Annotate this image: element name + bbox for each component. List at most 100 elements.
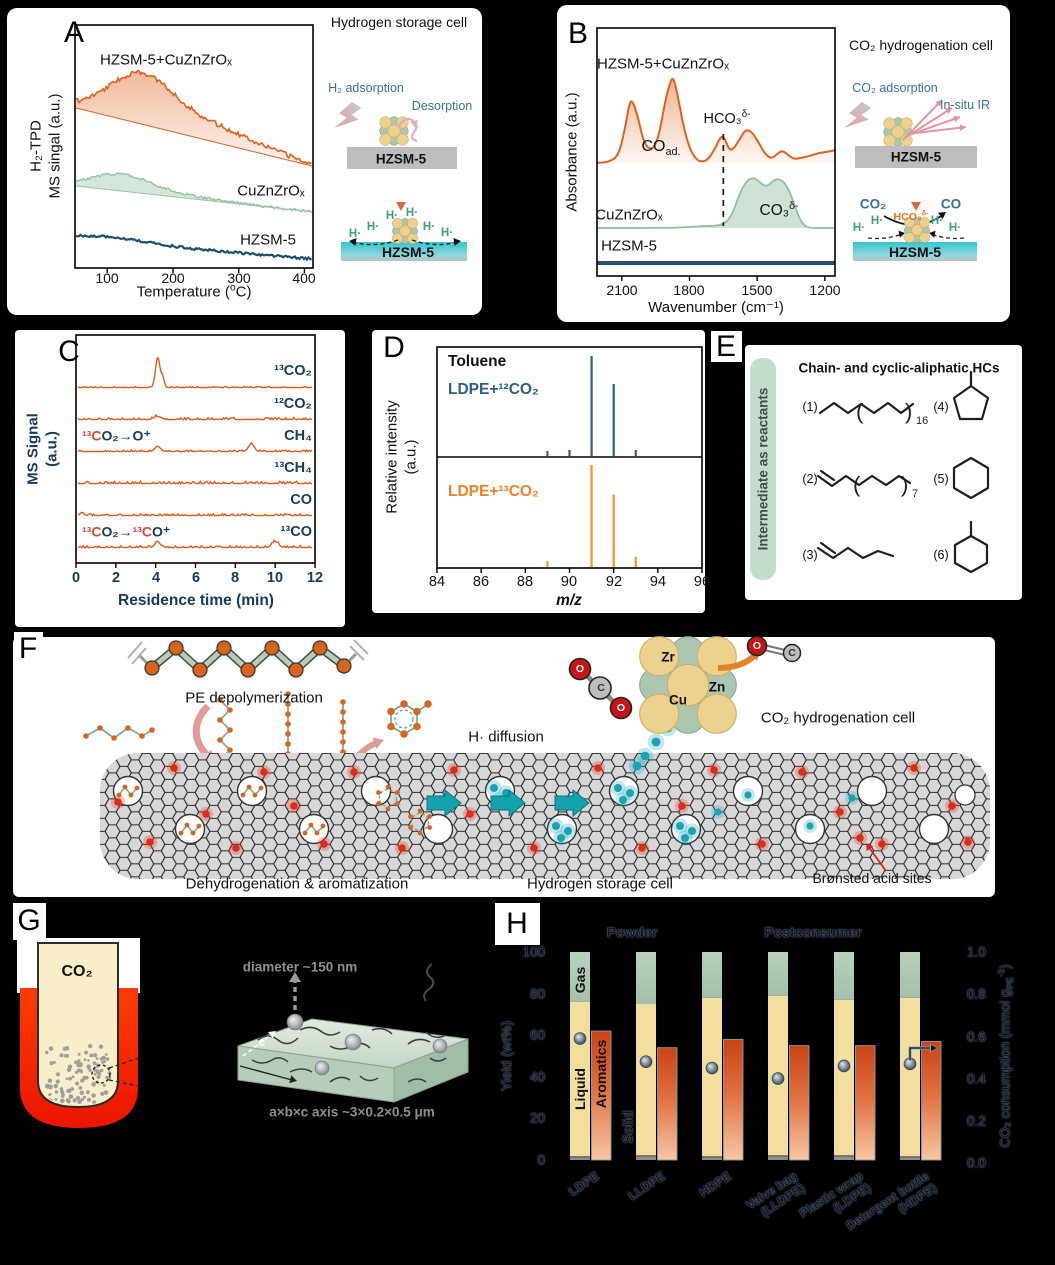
b-series-label-mix: HZSM-5+CuZnZrOₓ <box>596 55 730 73</box>
a-h-radical: H· <box>422 221 436 233</box>
b-co-label: CO <box>940 196 962 212</box>
f-co2-c-atom: C <box>597 682 605 694</box>
b-inset-title: CO₂ hydrogenation cell <box>849 37 993 53</box>
h-y-tick: 80 <box>529 986 545 1002</box>
d-ldpe-13co2-label: LDPE+¹³CO₂ <box>448 483 539 500</box>
b-support-top-label: HZSM-5 <box>890 149 942 165</box>
svg-text:): ) <box>905 399 912 424</box>
panel-e-bg <box>745 345 1022 600</box>
h-y2-tick: 0.6 <box>967 1029 986 1045</box>
f-cu-label: Cu <box>669 692 687 708</box>
h-legend-gas: Gas <box>572 966 588 994</box>
c-annotation-13co2-o: ¹³CO₂→O⁺ <box>82 427 151 444</box>
b-x-tick: 1800 <box>673 282 705 298</box>
d-x-tick: 84 <box>428 574 446 590</box>
panel-g-letter: G <box>17 904 41 937</box>
f-co2-o-atom: O <box>616 702 626 714</box>
d-x-tick: 90 <box>560 574 578 590</box>
c-x-tick: 10 <box>266 570 284 586</box>
h-y2-tick: 1.0 <box>967 944 986 960</box>
c-trace-label: ¹²CO₂ <box>274 396 312 412</box>
e-sidebar-label: Intermediate as reactants <box>755 387 771 551</box>
a-h-radical: H· <box>385 210 399 222</box>
a-h-radical: H· <box>440 227 454 239</box>
b-h-radical: H· <box>948 222 962 234</box>
c-y-axis-label-1: MS Signal <box>24 413 42 485</box>
h-y2-tick: 0.0 <box>967 1155 986 1171</box>
panel-a-letter: A <box>63 16 85 49</box>
a-h2-adsorption-label: H₂ adsorption <box>328 81 404 95</box>
c-x-tick: 12 <box>306 570 324 586</box>
h-y-tick: 20 <box>529 1110 545 1126</box>
b-co2-label: CO₂ <box>859 196 887 212</box>
d-x-tick: 92 <box>605 574 623 590</box>
f-pe-depolymerization-label: PE depolymerization <box>185 689 323 707</box>
a-x-tick: 100 <box>95 270 119 286</box>
svg-text:7: 7 <box>912 488 918 500</box>
a-support-bottom-label: HZSM-5 <box>381 244 435 260</box>
b-x-tick: 2100 <box>606 282 638 298</box>
d-ldpe-12co2-label: LDPE+¹²CO₂ <box>448 381 539 398</box>
panel-h-letter-patch <box>495 903 540 945</box>
b-insitu-ir-label: In-situ IR <box>939 98 991 112</box>
c-trace-label: ¹³CO₂ <box>274 363 312 379</box>
g-c-axis-label: c <box>258 1037 266 1049</box>
h-y-axis-label: Yield (wt%) <box>498 1020 514 1092</box>
svg-text:(: ( <box>853 472 861 497</box>
e-num-1: (1) <box>802 400 818 414</box>
panel-g-letter-patch <box>13 903 46 940</box>
h-group-postconsumer: Postconsumer <box>764 924 862 940</box>
svg-text:): ) <box>901 472 908 497</box>
f-dehydrogenation-label: Dehydrogenation & aromatization <box>185 875 409 893</box>
panel-d-letter: D <box>383 331 405 364</box>
b-hco3-intermediate-label: HCO₃δ- <box>893 209 929 223</box>
c-trace-label: ¹³CO <box>280 524 312 540</box>
d-x-tick: 94 <box>649 574 667 590</box>
f-zr-label: Zr <box>661 649 675 665</box>
e-num-5: (5) <box>933 472 949 486</box>
h-y2-tick: 0.2 <box>967 1113 986 1129</box>
svg-text:(: ( <box>856 399 864 424</box>
b-co3-label: CO₃δ- <box>759 199 799 219</box>
a-support-top-label: HZSM-5 <box>375 151 427 167</box>
a-y-axis-label-1: H₂-TPD <box>27 120 45 172</box>
svg-text:16: 16 <box>916 415 928 427</box>
d-x-tick: 86 <box>472 574 490 590</box>
b-hco3-label: HCO₃δ- <box>703 109 751 127</box>
f-co-c-atom: C <box>788 647 796 659</box>
f-bronsted-label: Brønsted acid sites <box>812 870 932 886</box>
f-co2-o-atom: O <box>575 663 585 675</box>
h-y-tick: 40 <box>529 1069 545 1085</box>
a-h-radical: H· <box>348 228 362 240</box>
f-hydrogen-storage-label: Hydrogen storage cell <box>527 875 673 893</box>
b-series-label-cuznzrox: CuZnZrOₓ <box>595 206 663 224</box>
b-h-radical: H· <box>870 215 884 227</box>
a-series-label-cuznzrox: CuZnZrOₓ <box>237 182 305 200</box>
e-title: Chain- and cyclic-aliphatic HCs <box>798 360 1000 376</box>
c-trace-label: CO <box>290 492 312 508</box>
e-num-4: (4) <box>933 400 949 414</box>
f-co-o-atom: O <box>752 640 762 652</box>
c-x-tick: 6 <box>191 570 201 586</box>
b-x-tick: 1200 <box>809 282 841 298</box>
h-legend-solid: Solid <box>620 1110 636 1144</box>
a-h-radical: H· <box>366 221 380 233</box>
a-y-axis-label-2: MS singal (a.u.) <box>46 93 64 199</box>
g-axis-label: a×b×c axis ~3×0.2×0.5 μm <box>269 1104 435 1120</box>
g-diameter-label: diameter ~150 nm <box>242 959 358 975</box>
d-y-axis-label-1: Relative intensity <box>383 400 401 514</box>
b-co2-adsorption-label: CO₂ adsorption <box>852 81 938 95</box>
f-zn-label: Zn <box>708 679 726 695</box>
h-y-tick: 100 <box>522 944 545 960</box>
a-x-tick: 300 <box>227 270 251 286</box>
h-y2-tick: 0.8 <box>967 986 986 1002</box>
c-annotation-13co2-13co: ¹³CO₂→¹³CO⁺ <box>82 523 171 540</box>
e-num-3: (3) <box>802 548 818 562</box>
c-x-tick: 2 <box>111 570 121 586</box>
h-y-tick: 60 <box>529 1027 545 1043</box>
h-y2-tick: 0.4 <box>967 1071 986 1087</box>
d-toluene-label: Toluene <box>448 353 507 370</box>
b-co-ad-label: COad. <box>641 138 681 159</box>
